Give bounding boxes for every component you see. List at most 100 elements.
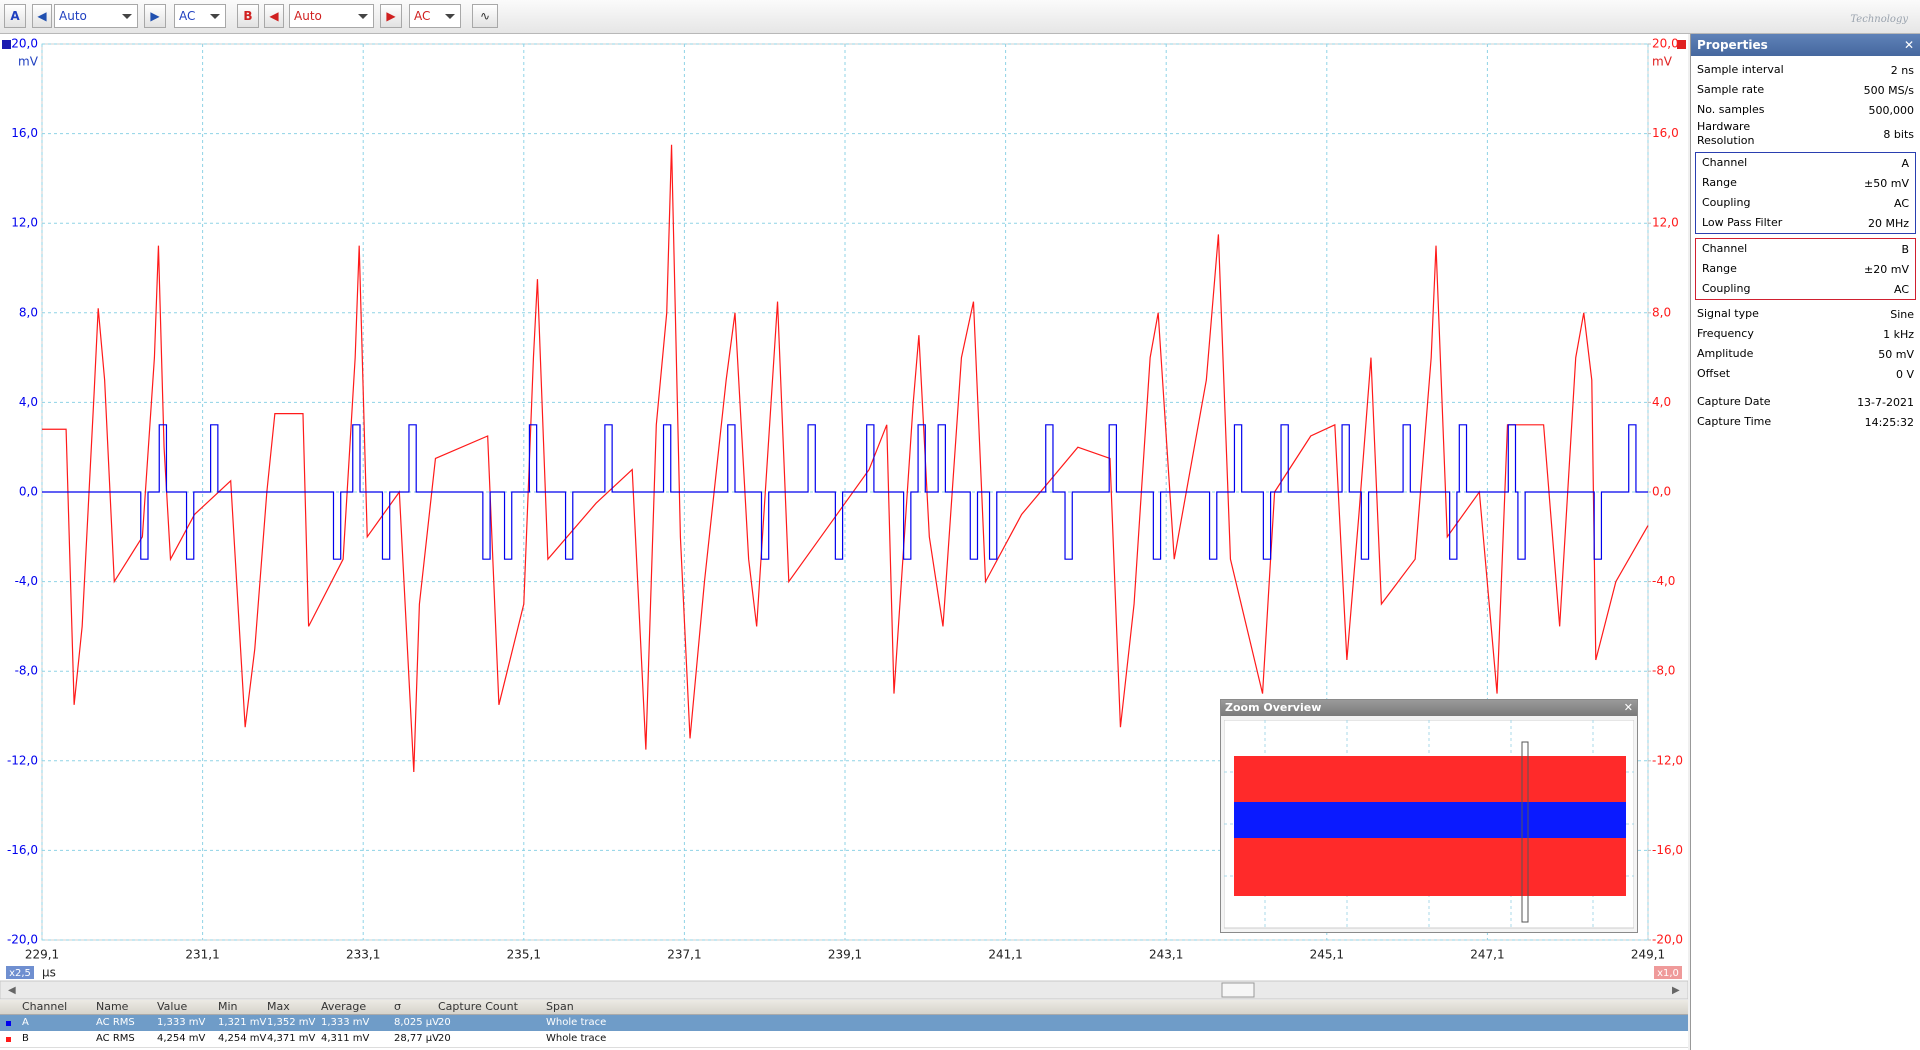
table-row[interactable]: A AC RMS 1,333 mV 1,321 mV 1,352 mV 1,333 mV 8… — [0, 1015, 1688, 1031]
property-label: No. samples — [1697, 103, 1765, 116]
y2-tick-label: 4,0 — [1652, 395, 1671, 409]
y2-tick-label: -4,0 — [1652, 574, 1675, 588]
column-header: σ — [394, 1000, 401, 1013]
column-header: Max — [267, 1000, 290, 1013]
property-row: Offset 0 V — [1691, 364, 1920, 384]
range-a-dropdown[interactable]: Auto — [54, 4, 138, 28]
range-up-b[interactable]: ▶ — [380, 4, 402, 28]
property-label: Amplitude — [1697, 347, 1754, 360]
signal-generator-button[interactable]: ∿ — [472, 4, 498, 28]
table-cell: 8,025 µV — [394, 1017, 440, 1028]
column-header: Name — [96, 1000, 129, 1013]
y2-tick-label: -20,0 — [1652, 933, 1683, 947]
property-label: Sample rate — [1697, 83, 1765, 96]
property-row: Frequency 1 kHz — [1691, 324, 1920, 344]
table-cell: 1,333 mV — [321, 1017, 370, 1028]
zoom-overview-title: Zoom Overview — [1225, 701, 1322, 714]
property-row: Low Pass Filter 20 MHz — [1696, 213, 1915, 233]
column-header: Capture Count — [438, 1000, 518, 1013]
property-row: Channel A — [1696, 153, 1915, 173]
range-down-b[interactable]: ◀ — [264, 4, 284, 28]
column-header: Min — [218, 1000, 238, 1013]
zoom-factor-right-text: x1,0 — [1657, 968, 1679, 979]
table-cell: 4,254 mV — [218, 1033, 267, 1044]
zoom-overview-thumbnail — [1224, 720, 1634, 929]
property-value: 1 kHz — [1883, 327, 1914, 341]
property-row: Range ±20 mV — [1696, 259, 1915, 279]
property-value: 8 bits — [1883, 127, 1914, 141]
thumb-view-window[interactable] — [1521, 741, 1529, 923]
table-cell: 1,321 mV — [218, 1017, 267, 1028]
property-label: Sample interval — [1697, 63, 1784, 76]
zoom-overview-window[interactable]: Zoom Overview ✕ — [1220, 699, 1638, 933]
zoom-factor-left[interactable] — [6, 966, 34, 979]
x-tick-label: 229,1 — [25, 948, 59, 962]
property-value: Sine — [1890, 307, 1914, 321]
column-header: Average — [321, 1000, 367, 1013]
property-value: ±50 mV — [1864, 176, 1909, 190]
table-cell: B — [22, 1033, 29, 1044]
property-label: Frequency — [1697, 327, 1754, 340]
property-label: Low Pass Filter — [1702, 216, 1783, 229]
property-label: Coupling — [1702, 282, 1751, 295]
property-label: Coupling — [1702, 196, 1751, 209]
property-value: AC — [1893, 196, 1909, 210]
trace-b — [42, 144, 1649, 773]
y-axis-unit: mV — [18, 55, 39, 69]
table-cell: 28,77 µV — [394, 1033, 440, 1044]
capture-group: Capture Date 13-7-2021 Capture Time 14:25:3… — [1691, 384, 1920, 432]
toolbar: A ◀ Auto ▶ AC B ◀ Auto ▶ AC ∿ Technology — [0, 0, 1920, 34]
column-header: Channel — [22, 1000, 68, 1013]
zoom-overview-close[interactable]: ✕ — [1623, 701, 1633, 714]
range-b-dropdown[interactable]: Auto — [289, 4, 374, 28]
general-group: Sample interval 2 ns Sample rate 500 MS/s No… — [1691, 56, 1920, 148]
coupling-b-dropdown[interactable]: AC — [409, 4, 461, 28]
y-tick-label: 8,0 — [19, 305, 38, 319]
x-axis-unit: µs — [42, 966, 56, 980]
scroll-left-arrow[interactable]: ◀ — [8, 985, 16, 996]
property-row: Hardware Resolution 8 bits — [1691, 120, 1920, 148]
property-row: Range ±50 mV — [1696, 173, 1915, 193]
property-row: Sample interval 2 ns — [1691, 60, 1920, 80]
properties-close[interactable]: ✕ — [1903, 38, 1914, 52]
y2-tick-label: -8,0 — [1652, 664, 1675, 678]
table-row[interactable]: B AC RMS 4,254 mV 4,254 mV 4,371 mV 4,311 mV 2… — [0, 1031, 1688, 1048]
property-label: Range — [1702, 176, 1737, 189]
x-tick-label: 235,1 — [507, 948, 541, 962]
x-tick-label: 231,1 — [185, 948, 219, 962]
table-cell: 1,352 mV — [267, 1017, 316, 1028]
property-label: Hardware Resolution — [1697, 120, 1755, 147]
property-label: Offset — [1697, 367, 1731, 380]
channel-a-button[interactable]: A — [4, 4, 26, 28]
y2-tick-label: 20,0 — [1652, 37, 1679, 51]
channel-b-button[interactable]: B — [237, 4, 259, 28]
y-tick-label: 4,0 — [19, 395, 38, 409]
brand-text: Technology — [1850, 14, 1908, 25]
table-cell: AC RMS — [96, 1017, 135, 1028]
coupling-a-dropdown[interactable]: AC — [174, 4, 226, 28]
property-value: ±20 mV — [1864, 262, 1909, 276]
scrollbar-thumb[interactable] — [1221, 982, 1255, 998]
property-value: AC — [1893, 282, 1909, 296]
y2-tick-label: -12,0 — [1652, 753, 1683, 767]
x-tick-label: 243,1 — [1149, 948, 1183, 962]
scrollbar[interactable]: ◀ ▶ — [0, 980, 1688, 1000]
trace-a — [42, 424, 1648, 560]
thumb-blue-band — [1234, 802, 1626, 838]
property-value: B — [1901, 242, 1909, 256]
property-value: 500 MS/s — [1863, 83, 1914, 97]
y2-tick-label: -16,0 — [1652, 843, 1683, 857]
zoom-factor-right[interactable] — [1654, 966, 1682, 979]
y-tick-label: 20,0 — [11, 37, 38, 51]
zoom-overview-titlebar: Zoom Overview ✕ — [1221, 700, 1637, 716]
x-tick-label: 241,1 — [988, 948, 1022, 962]
scroll-right-arrow[interactable]: ▶ — [1672, 985, 1680, 996]
property-row: Coupling AC — [1696, 279, 1915, 299]
range-down-a[interactable]: ◀ — [32, 4, 52, 28]
properties-title: Properties — [1697, 38, 1768, 52]
range-up-a[interactable]: ▶ — [144, 4, 166, 28]
column-header: Span — [546, 1000, 574, 1013]
table-cell: 4,311 mV — [321, 1033, 370, 1044]
table-cell: 20 — [438, 1033, 451, 1044]
